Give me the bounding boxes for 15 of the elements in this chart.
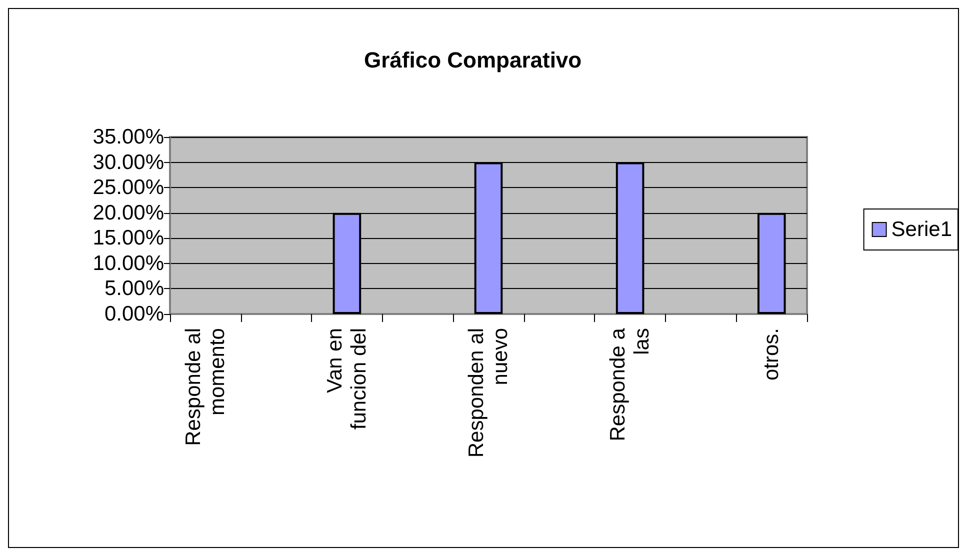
y-tick-label: 5.00% [104,277,164,300]
x-tick-label: Van en funcion del [323,328,370,430]
y-tick-label: 25.00% [92,176,164,200]
legend-label: Serie1 [891,218,952,241]
y-tick-label: 0.00% [104,302,164,326]
x-tick-label: otros. [760,328,784,381]
y-tick-label: 35.00% [92,126,164,148]
chart-title: Gráfico Comparativo [364,48,582,72]
y-tick-label: 30.00% [92,150,164,174]
y-tick-label: 20.00% [92,201,164,224]
x-tick-label: Responde al momento [182,328,229,446]
y-tick-label: 15.00% [92,226,164,250]
y-tick-label: 10.00% [92,252,164,275]
x-tick-label: Responden al nuevo [465,328,512,458]
x-tick-label: Responde a las [606,328,654,442]
